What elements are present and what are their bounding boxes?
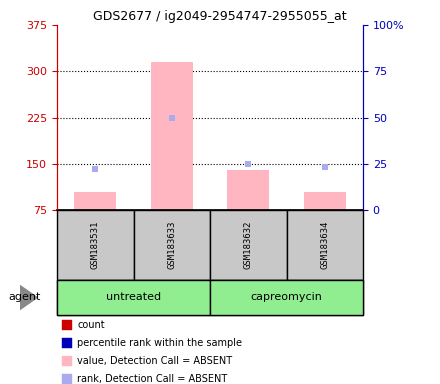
Text: GDS2677 / ig2049-2954747-2955055_at: GDS2677 / ig2049-2954747-2955055_at	[93, 10, 347, 23]
Bar	[227, 170, 269, 210]
Point	[168, 114, 175, 121]
Text: value, Detection Call = ABSENT: value, Detection Call = ABSENT	[77, 356, 232, 366]
Bar	[57, 210, 133, 280]
Bar	[210, 280, 363, 315]
Text: agent: agent	[9, 293, 41, 303]
Text: GSM183633: GSM183633	[167, 221, 176, 269]
Text: percentile rank within the sample: percentile rank within the sample	[77, 338, 242, 348]
Text: count: count	[77, 320, 105, 330]
Text: GSM183634: GSM183634	[320, 221, 329, 269]
Text: GSM183531: GSM183531	[91, 221, 100, 269]
Point	[92, 166, 99, 172]
Text: untreated: untreated	[106, 293, 161, 303]
Polygon shape	[20, 285, 37, 310]
Bar	[57, 280, 210, 315]
Point	[245, 161, 252, 167]
Bar	[151, 62, 193, 210]
Bar	[286, 210, 363, 280]
Bar	[304, 192, 346, 210]
Bar	[210, 210, 286, 280]
Text: rank, Detection Call = ABSENT: rank, Detection Call = ABSENT	[77, 374, 227, 384]
Bar	[74, 192, 116, 210]
Point	[321, 164, 328, 170]
Text: capreomycin: capreomycin	[250, 293, 323, 303]
Bar	[133, 210, 210, 280]
Text: GSM183632: GSM183632	[244, 221, 253, 269]
